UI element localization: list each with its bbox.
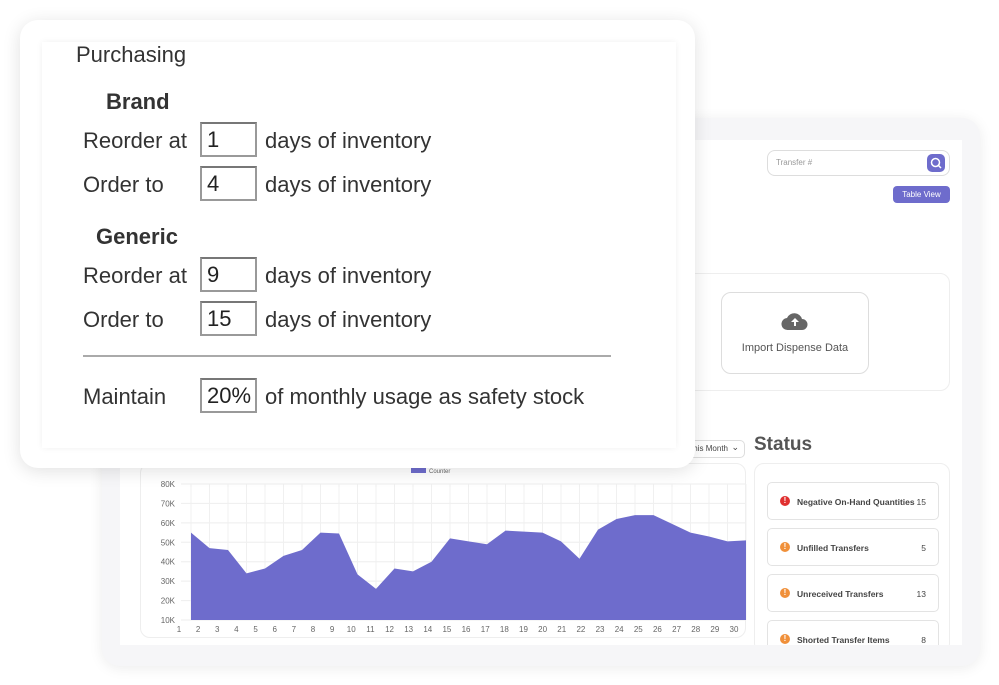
generic-heading: Generic <box>96 224 178 249</box>
alert-icon: ! <box>780 542 790 552</box>
x-tick-label: 8 <box>311 625 316 634</box>
brand-order-label: Order to <box>83 172 164 197</box>
y-tick-label: 80K <box>161 480 176 489</box>
x-tick-label: 12 <box>385 625 394 634</box>
purchasing-panel: Purchasing Brand Reorder at 1 days of in… <box>42 42 676 448</box>
counter-chart: 10K 20K 30K 40K 50K 60K 70K 80K 1 2 3 4 5 6 7 8 9 10 11 12 1… <box>140 463 747 638</box>
generic-order-suffix: days of inventory <box>265 307 432 332</box>
x-tick-label: 3 <box>215 625 220 634</box>
status-count: 5 <box>921 543 926 553</box>
import-label: Import Dispense Data <box>741 342 849 354</box>
x-tick-label: 25 <box>634 625 643 634</box>
table-view-button[interactable]: Table View <box>893 186 950 203</box>
counter-area <box>191 515 746 620</box>
x-tick-label: 17 <box>481 625 490 634</box>
x-tick-label: 24 <box>615 625 624 634</box>
x-tick-label: 2 <box>196 625 201 634</box>
y-tick-label: 10K <box>161 616 176 625</box>
x-tick-label: 22 <box>576 625 585 634</box>
maintain-suffix: of monthly usage as safety stock <box>265 384 585 409</box>
import-dispense-data-button[interactable]: Import Dispense Data <box>721 292 869 374</box>
status-item[interactable]: ! Shorted Transfer Items 8 <box>767 620 939 645</box>
y-tick-label: 70K <box>161 499 176 508</box>
x-tick-label: 20 <box>538 625 547 634</box>
x-tick-label: 1 <box>177 625 182 634</box>
x-tick-label: 27 <box>672 625 681 634</box>
cloud-upload-icon <box>781 313 808 331</box>
alert-icon: ! <box>780 634 790 644</box>
brand-order-input[interactable]: 4 <box>200 166 257 201</box>
x-tick-label: 10 <box>347 625 356 634</box>
y-tick-label: 60K <box>161 519 176 528</box>
legend-swatch <box>411 468 426 473</box>
purchasing-card: Purchasing Brand Reorder at 1 days of in… <box>20 20 695 468</box>
status-label: Unfilled Transfers <box>797 543 869 553</box>
status-count: 8 <box>921 635 926 645</box>
x-tick-label: 26 <box>653 625 662 634</box>
y-tick-label: 20K <box>161 597 176 606</box>
brand-reorder-input[interactable]: 1 <box>200 122 257 157</box>
x-tick-label: 9 <box>330 625 335 634</box>
status-item[interactable]: ! Unreceived Transfers 13 <box>767 574 939 612</box>
x-tick-label: 23 <box>596 625 605 634</box>
search-input[interactable]: Transfer # <box>776 158 813 167</box>
search-icon <box>930 157 942 169</box>
status-item[interactable]: ! Unfilled Transfers 5 <box>767 528 939 566</box>
generic-reorder-input[interactable]: 9 <box>200 257 257 292</box>
status-item[interactable]: ! Negative On-Hand Quantities 15 <box>767 482 939 520</box>
x-tick-label: 4 <box>234 625 239 634</box>
y-tick-label: 30K <box>161 577 176 586</box>
divider <box>83 355 611 357</box>
y-tick-label: 40K <box>161 558 176 567</box>
brand-reorder-label: Reorder at <box>83 128 187 153</box>
x-tick-label: 19 <box>519 625 528 634</box>
x-tick-label: 30 <box>730 625 739 634</box>
search-button[interactable] <box>927 154 945 172</box>
status-label: Shorted Transfer Items <box>797 635 890 645</box>
x-tick-label: 11 <box>366 625 375 634</box>
status-title: Status <box>754 434 813 455</box>
legend-label: Counter <box>429 469 450 475</box>
status-label: Negative On-Hand Quantities <box>797 497 915 507</box>
status-label: Unreceived Transfers <box>797 589 884 599</box>
status-count: 13 <box>916 589 926 599</box>
x-tick-label: 28 <box>691 625 700 634</box>
brand-order-suffix: days of inventory <box>265 172 432 197</box>
x-tick-label: 29 <box>710 625 719 634</box>
maintain-label: Maintain <box>83 384 167 409</box>
generic-order-label: Order to <box>83 307 164 332</box>
generic-reorder-label: Reorder at <box>83 263 187 288</box>
x-tick-label: 21 <box>557 625 566 634</box>
x-tick-label: 6 <box>272 625 277 634</box>
generic-reorder-suffix: days of inventory <box>265 263 432 288</box>
x-tick-label: 7 <box>292 625 297 634</box>
safety-stock-input[interactable]: 20% <box>200 378 257 413</box>
status-count: 15 <box>916 497 926 507</box>
transfer-search[interactable]: Transfer # <box>767 150 950 176</box>
x-tick-label: 15 <box>442 625 451 634</box>
x-tick-label: 14 <box>423 625 432 634</box>
brand-reorder-suffix: days of inventory <box>265 128 432 153</box>
brand-heading: Brand <box>106 89 170 114</box>
x-tick-label: 18 <box>500 625 509 634</box>
generic-order-input[interactable]: 15 <box>200 301 257 336</box>
alert-icon: ! <box>780 496 790 506</box>
x-tick-label: 13 <box>404 625 413 634</box>
purchasing-title: Purchasing <box>76 42 187 67</box>
x-tick-label: 5 <box>253 625 258 634</box>
y-tick-label: 50K <box>161 538 176 547</box>
x-tick-label: 16 <box>462 625 471 634</box>
alert-icon: ! <box>780 588 790 598</box>
status-panel: ! Negative On-Hand Quantities 15! Unfilled … <box>754 463 950 645</box>
